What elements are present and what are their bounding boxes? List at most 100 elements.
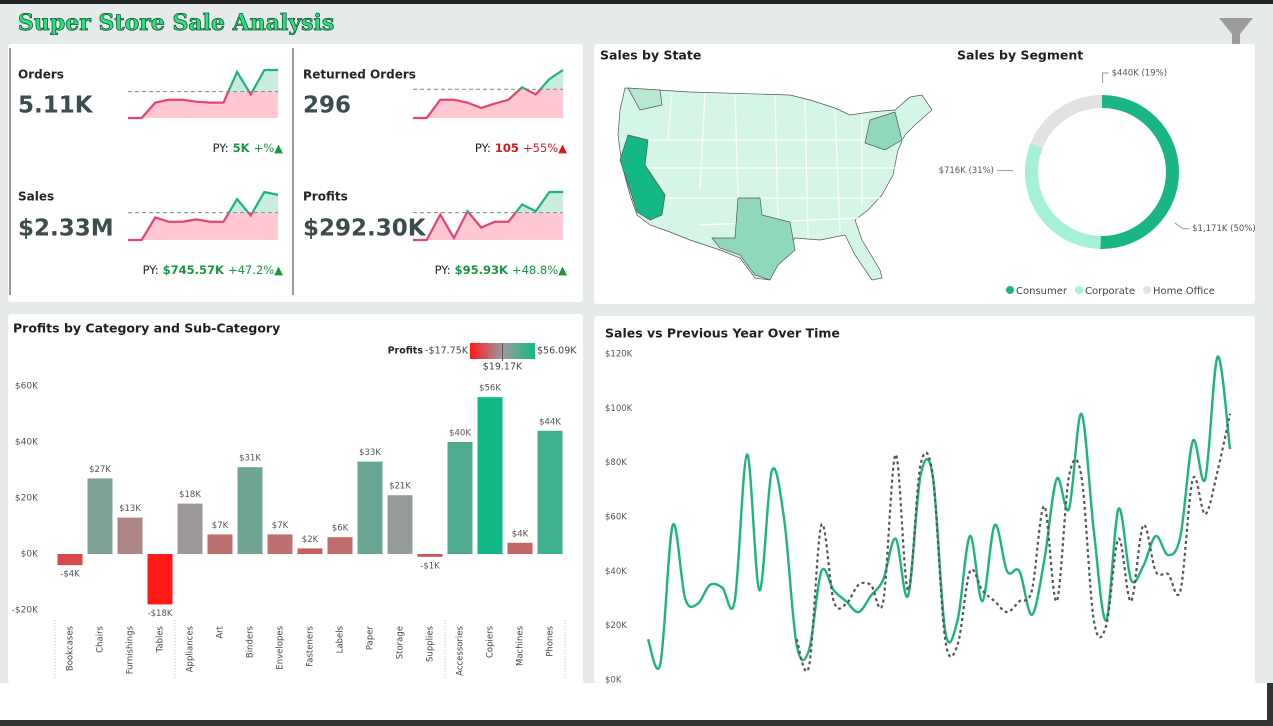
filter-funnel (1219, 18, 1253, 50)
bar-label: $7K (272, 521, 289, 531)
x-tick-label: Chairs (96, 625, 106, 652)
sparkline (128, 212, 254, 242)
x-tick-label: Accessories (456, 625, 466, 675)
kpi-value: 296 (303, 93, 351, 119)
x-tick-label: Supplies (426, 625, 436, 662)
bar (357, 461, 383, 554)
y-tick-label: $80K (605, 458, 627, 468)
sparkline-area (228, 192, 278, 213)
bar (267, 534, 293, 554)
leader-line (1102, 72, 1109, 84)
bar-label: $56K (479, 384, 501, 394)
bar-label: $33K (359, 448, 381, 458)
bar-label: $13K (119, 504, 141, 514)
bar-label: -$18K (148, 609, 173, 619)
x-tick-label: Bookcases (66, 625, 76, 671)
py-trend: ▲ (274, 263, 283, 277)
state-mid (864, 111, 903, 151)
bar (207, 534, 233, 554)
donut-slice (1030, 95, 1102, 149)
bar-title: Profits by Category and Sub-Category (13, 321, 280, 336)
kpi-value: $292.30K (303, 216, 427, 242)
top-border (0, 0, 1273, 4)
legend-label: Consumer (1016, 286, 1068, 297)
y-tick-label: $120K (605, 350, 633, 360)
line-panel (594, 316, 1255, 683)
py-change: +% (254, 141, 275, 155)
y-tick-label: $20K (605, 621, 627, 631)
py-change: +48.8% (512, 263, 558, 277)
x-tick-label: Phones (546, 625, 556, 656)
group-separators (54, 620, 566, 680)
py-prefix: PY: (213, 141, 229, 155)
y-tick-label: $100K (605, 404, 633, 414)
bar-label: $18K (179, 490, 201, 500)
sparkline-area (128, 212, 278, 240)
legend-dot (1006, 286, 1014, 294)
kpi-value: 5.11K (18, 93, 94, 119)
py-prefix: PY: (143, 263, 159, 277)
leader-line (1174, 222, 1190, 230)
kpi-label: Sales (18, 190, 54, 204)
bar (387, 495, 413, 554)
bar (57, 554, 83, 566)
bar-label: $4K (512, 529, 529, 539)
sparkline (413, 212, 518, 242)
x-tick-label: Envelopes (276, 625, 286, 669)
bar (177, 503, 203, 554)
right-border (1267, 683, 1273, 726)
x-tick-label: Storage (396, 626, 406, 659)
y-tick-label: $0K (21, 550, 39, 560)
donut-title: Sales by Segment (957, 48, 1083, 63)
py-trend: ▲ (558, 263, 567, 277)
y-tick-label: $20K (15, 494, 39, 504)
x-tick-label: Machines (516, 625, 526, 666)
py-value: 5K (233, 141, 251, 155)
py-prefix: PY: (435, 263, 451, 277)
kpi-py: PY: $95.93K +48.8%▲ (435, 263, 568, 277)
x-tick-label: Tables (156, 625, 166, 653)
kpi-label: Returned Orders (303, 68, 416, 82)
legend-dot (1143, 286, 1151, 294)
scale-mid: $19.17K (483, 362, 523, 373)
donut-slice (1025, 143, 1101, 249)
scale-max: $56.09K (537, 346, 577, 357)
state-low (627, 87, 663, 111)
bar-label: -$1K (420, 561, 440, 571)
py-trend: ▲ (274, 141, 283, 155)
x-tick-label: Copiers (486, 625, 496, 658)
scale-min: -$17.75K (425, 346, 469, 357)
bar-label: $2K (302, 535, 319, 545)
sparkline-area (228, 70, 278, 92)
bar-label: -$4K (60, 570, 80, 580)
bar (87, 478, 113, 554)
bar (117, 517, 143, 554)
py-value: 105 (495, 141, 519, 155)
sparkline (440, 190, 563, 213)
sparkline (227, 68, 278, 92)
donut-label: $440K (19%) (1112, 69, 1167, 79)
bar-label: $44K (539, 417, 561, 427)
py-prefix: PY: (475, 141, 491, 155)
legend-label: Corporate (1085, 286, 1135, 297)
us-map[interactable] (617, 87, 933, 281)
kpi-py: PY: $745.57K +47.2%▲ (143, 263, 284, 277)
sparkline (227, 190, 279, 213)
donut-label: $716K (31%) (939, 166, 994, 176)
py-change: +47.2% (228, 263, 274, 277)
x-tick-label: Fasteners (306, 625, 316, 666)
bar-label: $40K (449, 429, 471, 439)
donut-slice (1100, 95, 1180, 249)
py-change: +55% (523, 141, 558, 155)
bar-label: $6K (332, 524, 349, 534)
x-tick-label: Binders (246, 625, 256, 658)
bottom-border (0, 720, 1273, 726)
bar (417, 554, 443, 557)
bar-label: $31K (239, 454, 261, 464)
kpi-label: Profits (303, 190, 348, 204)
x-tick-label: Furnishings (126, 625, 136, 674)
filter-icon[interactable] (1219, 18, 1253, 50)
x-tick-label: Appliances (186, 625, 196, 672)
state-borders (622, 91, 905, 239)
